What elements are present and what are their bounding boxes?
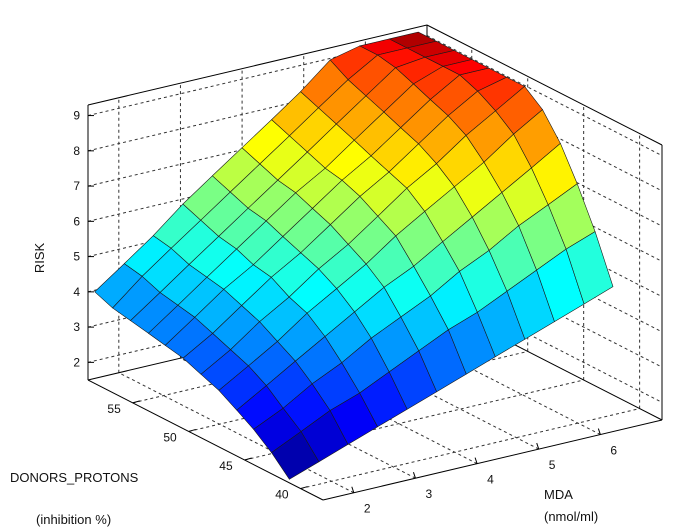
z-axis-title: RISK	[32, 243, 47, 274]
x-tick-mark	[597, 428, 601, 435]
x-tick-mark	[351, 486, 355, 493]
surface-patch	[565, 231, 614, 305]
grid-line	[244, 379, 584, 461]
grid-line	[241, 343, 478, 465]
grid-line	[426, 35, 663, 157]
x-tick-label: 5	[549, 458, 556, 472]
y-axis-unit: (inhibition %)	[36, 512, 111, 527]
grid-line	[180, 357, 416, 479]
box-edge	[87, 24, 428, 106]
z-tick-label: 2	[73, 355, 80, 369]
grid-line	[365, 314, 601, 435]
y-tick-mark	[300, 486, 308, 490]
y-axis-title: DONORS_PROTONS	[10, 470, 139, 485]
surface	[94, 31, 614, 480]
y-tick-mark	[244, 457, 252, 461]
y-tick-label: 45	[219, 459, 233, 473]
grid-line	[300, 408, 640, 490]
x-axis-title: MDA	[544, 487, 573, 502]
z-tick-label: 8	[73, 144, 80, 158]
z-tick-label: 4	[73, 285, 80, 299]
z-tick-label: 6	[73, 214, 80, 228]
y-tick-label: 55	[107, 402, 121, 416]
y-tick-mark	[188, 428, 196, 432]
x-tick-label: 2	[364, 502, 371, 516]
box-edge	[87, 379, 324, 501]
grid-line	[118, 372, 355, 494]
x-tick-mark	[536, 442, 540, 450]
x-tick-mark	[412, 472, 416, 479]
z-tick-label: 9	[73, 109, 80, 123]
z-tick-label: 5	[73, 250, 80, 264]
x-tick-label: 6	[610, 444, 617, 458]
y-tick-mark	[132, 400, 140, 404]
x-tick-label: 3	[425, 487, 432, 501]
box-edge	[426, 24, 663, 146]
x-tick-label: 4	[487, 473, 494, 487]
box-edge	[322, 419, 663, 501]
z-tick-label: 7	[73, 179, 80, 193]
x-tick-mark	[474, 457, 478, 464]
y-tick-label: 50	[163, 430, 177, 444]
z-tick-label: 3	[73, 320, 80, 334]
grid-line	[303, 328, 539, 450]
x-axis-unit: (nmol/ml)	[544, 509, 598, 524]
y-tick-label: 40	[275, 488, 289, 502]
